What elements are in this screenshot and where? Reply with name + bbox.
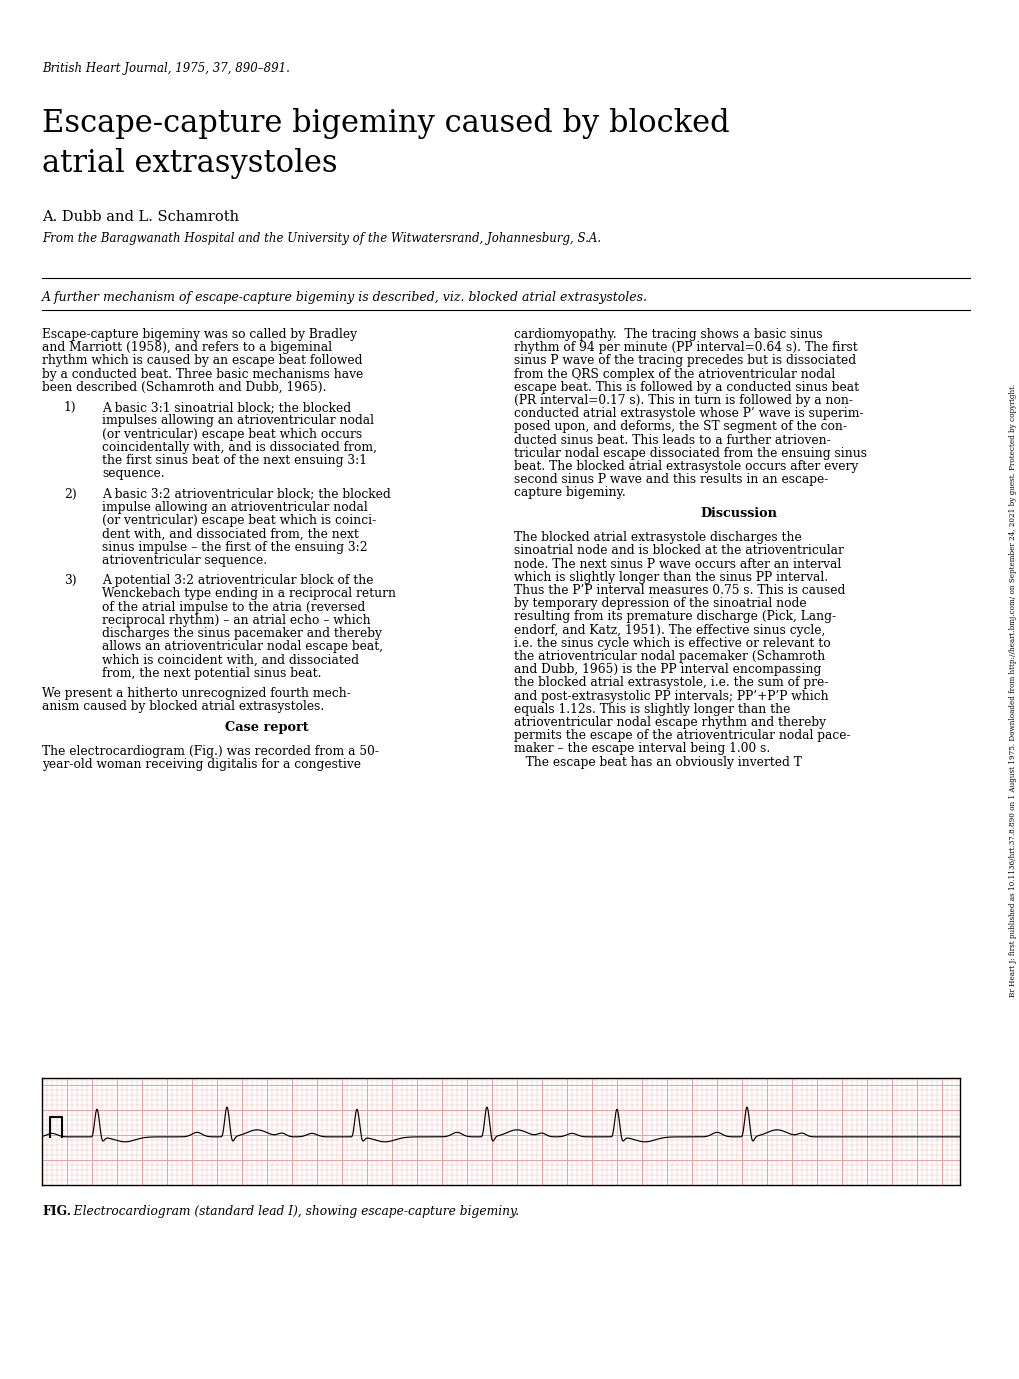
- Text: of the atrial impulse to the atria (reversed: of the atrial impulse to the atria (reve…: [102, 601, 365, 614]
- Text: (or ventricular) escape beat which is coinci-: (or ventricular) escape beat which is co…: [102, 514, 376, 527]
- Text: Discussion: Discussion: [700, 507, 776, 520]
- Text: discharges the sinus pacemaker and thereby: discharges the sinus pacemaker and there…: [102, 627, 381, 640]
- Text: rhythm which is caused by an escape beat followed: rhythm which is caused by an escape beat…: [42, 354, 362, 367]
- Text: the first sinus beat of the next ensuing 3:1: the first sinus beat of the next ensuing…: [102, 454, 367, 467]
- Text: Wenckebach type ending in a reciprocal return: Wenckebach type ending in a reciprocal r…: [102, 587, 395, 600]
- Text: year-old woman receiving digitalis for a congestive: year-old woman receiving digitalis for a…: [42, 758, 361, 771]
- Text: From the Baragwanath Hospital and the University of the Witwatersrand, Johannesb: From the Baragwanath Hospital and the Un…: [42, 232, 600, 245]
- Text: conducted atrial extrasystole whose P’ wave is superim-: conducted atrial extrasystole whose P’ w…: [514, 407, 863, 421]
- Text: Thus the P’P interval measures 0.75 s. This is caused: Thus the P’P interval measures 0.75 s. T…: [514, 585, 845, 597]
- Text: by a conducted beat. Three basic mechanisms have: by a conducted beat. Three basic mechani…: [42, 368, 363, 381]
- Text: the atrioventricular nodal pacemaker (Schamroth: the atrioventricular nodal pacemaker (Sc…: [514, 650, 824, 663]
- Text: The escape beat has an obviously inverted T: The escape beat has an obviously inverte…: [514, 756, 801, 768]
- Text: the blocked atrial extrasystole, i.e. the sum of pre-: the blocked atrial extrasystole, i.e. th…: [514, 677, 827, 690]
- Text: The electrocardiogram (Fig.) was recorded from a 50-: The electrocardiogram (Fig.) was recorde…: [42, 745, 379, 758]
- Text: sequence.: sequence.: [102, 467, 164, 480]
- Text: anism caused by blocked atrial extrasystoles.: anism caused by blocked atrial extrasyst…: [42, 701, 324, 713]
- Text: A. Dubb and L. Schamroth: A. Dubb and L. Schamroth: [42, 210, 238, 223]
- Text: beat. The blocked atrial extrasystole occurs after every: beat. The blocked atrial extrasystole oc…: [514, 461, 857, 473]
- Text: atrioventricular sequence.: atrioventricular sequence.: [102, 554, 267, 567]
- Text: which is slightly longer than the sinus PP interval.: which is slightly longer than the sinus …: [514, 571, 827, 583]
- Text: impulse allowing an atrioventricular nodal: impulse allowing an atrioventricular nod…: [102, 501, 368, 514]
- Text: 2): 2): [64, 488, 76, 501]
- Text: Br Heart J: first published as 10.1136/hrt.37.8.890 on 1 August 1975. Downloaded: Br Heart J: first published as 10.1136/h…: [1008, 383, 1016, 997]
- Text: from, the next potential sinus beat.: from, the next potential sinus beat.: [102, 666, 321, 680]
- Text: rhythm of 94 per minute (PP interval=0.64 s). The first: rhythm of 94 per minute (PP interval=0.6…: [514, 341, 857, 354]
- Text: A further mechanism of escape-capture bigeminy is described, viz. blocked atrial: A further mechanism of escape-capture bi…: [42, 291, 647, 303]
- Text: A basic 3:2 atrioventricular block; the blocked: A basic 3:2 atrioventricular block; the …: [102, 488, 390, 501]
- Text: been described (Schamroth and Dubb, 1965).: been described (Schamroth and Dubb, 1965…: [42, 381, 326, 394]
- Text: 1): 1): [64, 401, 76, 414]
- Text: A basic 3:1 sinoatrial block; the blocked: A basic 3:1 sinoatrial block; the blocke…: [102, 401, 351, 414]
- Text: British Heart Journal, 1975, 37, 890–891.: British Heart Journal, 1975, 37, 890–891…: [42, 62, 289, 74]
- Text: (PR interval=0.17 s). This in turn is followed by a non-: (PR interval=0.17 s). This in turn is fo…: [514, 394, 852, 407]
- Text: sinus P wave of the tracing precedes but is dissociated: sinus P wave of the tracing precedes but…: [514, 354, 855, 367]
- Text: Escape-capture bigeminy caused by blocked: Escape-capture bigeminy caused by blocke…: [42, 108, 729, 139]
- Text: impulses allowing an atrioventricular nodal: impulses allowing an atrioventricular no…: [102, 415, 374, 427]
- Text: We present a hitherto unrecognized fourth mech-: We present a hitherto unrecognized fourt…: [42, 687, 351, 701]
- Text: reciprocal rhythm) – an atrial echo – which: reciprocal rhythm) – an atrial echo – wh…: [102, 614, 370, 627]
- Text: atrioventricular nodal escape rhythm and thereby: atrioventricular nodal escape rhythm and…: [514, 716, 825, 729]
- Text: (or ventricular) escape beat which occurs: (or ventricular) escape beat which occur…: [102, 427, 362, 441]
- Text: escape beat. This is followed by a conducted sinus beat: escape beat. This is followed by a condu…: [514, 381, 858, 394]
- Text: coincidentally with, and is dissociated from,: coincidentally with, and is dissociated …: [102, 441, 377, 454]
- Text: The blocked atrial extrasystole discharges the: The blocked atrial extrasystole discharg…: [514, 531, 801, 545]
- Text: endorf, and Katz, 1951). The effective sinus cycle,: endorf, and Katz, 1951). The effective s…: [514, 623, 824, 637]
- Text: second sinus P wave and this results in an escape-: second sinus P wave and this results in …: [514, 473, 827, 487]
- Text: Electrocardiogram (standard lead I), showing escape-capture bigeminy.: Electrocardiogram (standard lead I), sho…: [62, 1205, 519, 1218]
- Text: cardiomyopathy.  The tracing shows a basic sinus: cardiomyopathy. The tracing shows a basi…: [514, 328, 821, 341]
- Text: 3): 3): [64, 574, 76, 587]
- Text: capture bigeminy.: capture bigeminy.: [514, 487, 625, 499]
- Text: permits the escape of the atrioventricular nodal pace-: permits the escape of the atrioventricul…: [514, 729, 850, 742]
- Text: maker – the escape interval being 1.00 s.: maker – the escape interval being 1.00 s…: [514, 742, 769, 756]
- Text: dent with, and dissociated from, the next: dent with, and dissociated from, the nex…: [102, 527, 359, 541]
- Text: equals 1.12s. This is slightly longer than the: equals 1.12s. This is slightly longer th…: [514, 703, 790, 716]
- Text: atrial extrasystoles: atrial extrasystoles: [42, 148, 337, 179]
- Text: posed upon, and deforms, the ST segment of the con-: posed upon, and deforms, the ST segment …: [514, 421, 846, 433]
- Text: and post-extrasystolic PP intervals; PP’+P’P which: and post-extrasystolic PP intervals; PP’…: [514, 690, 827, 703]
- Text: tricular nodal escape dissociated from the ensuing sinus: tricular nodal escape dissociated from t…: [514, 447, 866, 459]
- Text: Case report: Case report: [225, 721, 309, 734]
- Text: from the QRS complex of the atrioventricular nodal: from the QRS complex of the atrioventric…: [514, 368, 835, 381]
- Text: resulting from its premature discharge (Pick, Lang-: resulting from its premature discharge (…: [514, 611, 836, 623]
- Text: sinoatrial node and is blocked at the atrioventricular: sinoatrial node and is blocked at the at…: [514, 545, 843, 557]
- Text: by temporary depression of the sinoatrial node: by temporary depression of the sinoatria…: [514, 597, 806, 611]
- Text: which is coincident with, and dissociated: which is coincident with, and dissociate…: [102, 654, 359, 666]
- Text: and Marriott (1958), and refers to a bigeminal: and Marriott (1958), and refers to a big…: [42, 341, 332, 354]
- Text: Escape-capture bigeminy was so called by Bradley: Escape-capture bigeminy was so called by…: [42, 328, 357, 341]
- Text: A potential 3:2 atrioventricular block of the: A potential 3:2 atrioventricular block o…: [102, 574, 373, 587]
- Text: allows an atrioventricular nodal escape beat,: allows an atrioventricular nodal escape …: [102, 640, 383, 654]
- Text: i.e. the sinus cycle which is effective or relevant to: i.e. the sinus cycle which is effective …: [514, 637, 829, 650]
- Text: sinus impulse – the first of the ensuing 3:2: sinus impulse – the first of the ensuing…: [102, 541, 367, 553]
- Text: ducted sinus beat. This leads to a further atrioven-: ducted sinus beat. This leads to a furth…: [514, 433, 829, 447]
- Text: FIG.: FIG.: [42, 1205, 71, 1218]
- Text: node. The next sinus P wave occurs after an interval: node. The next sinus P wave occurs after…: [514, 557, 841, 571]
- Text: and Dubb, 1965) is the PP interval encompassing: and Dubb, 1965) is the PP interval encom…: [514, 663, 820, 676]
